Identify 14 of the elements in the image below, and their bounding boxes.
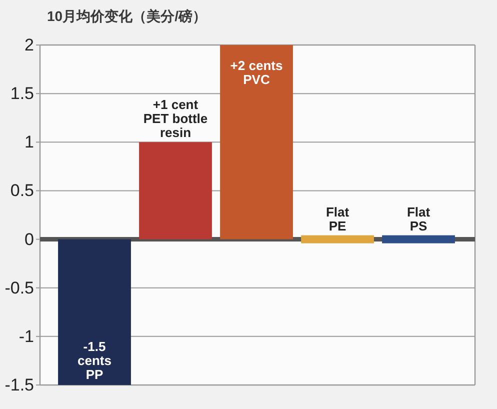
- y-tick-label: 0: [24, 230, 34, 249]
- y-tick-label: -1.5: [4, 376, 34, 394]
- data-label: +1 cent PET bottle resin: [143, 97, 208, 140]
- data-label: Flat PE: [326, 204, 350, 234]
- y-tick-label: -1: [18, 326, 34, 346]
- data-label: -1.5 cents PP: [78, 339, 112, 382]
- data-label: Flat PS: [406, 204, 431, 234]
- y-tick-label: 2: [24, 36, 34, 54]
- y-tick-label: 1.5: [10, 84, 34, 104]
- y-tick-label: -0.5: [4, 278, 34, 298]
- y-tick-label: 1: [24, 132, 34, 152]
- chart-title: 10月均价变化（美分/磅）: [47, 8, 206, 24]
- data-label: +2 cents PVC: [230, 58, 283, 87]
- y-tick-label: 0.5: [10, 181, 34, 200]
